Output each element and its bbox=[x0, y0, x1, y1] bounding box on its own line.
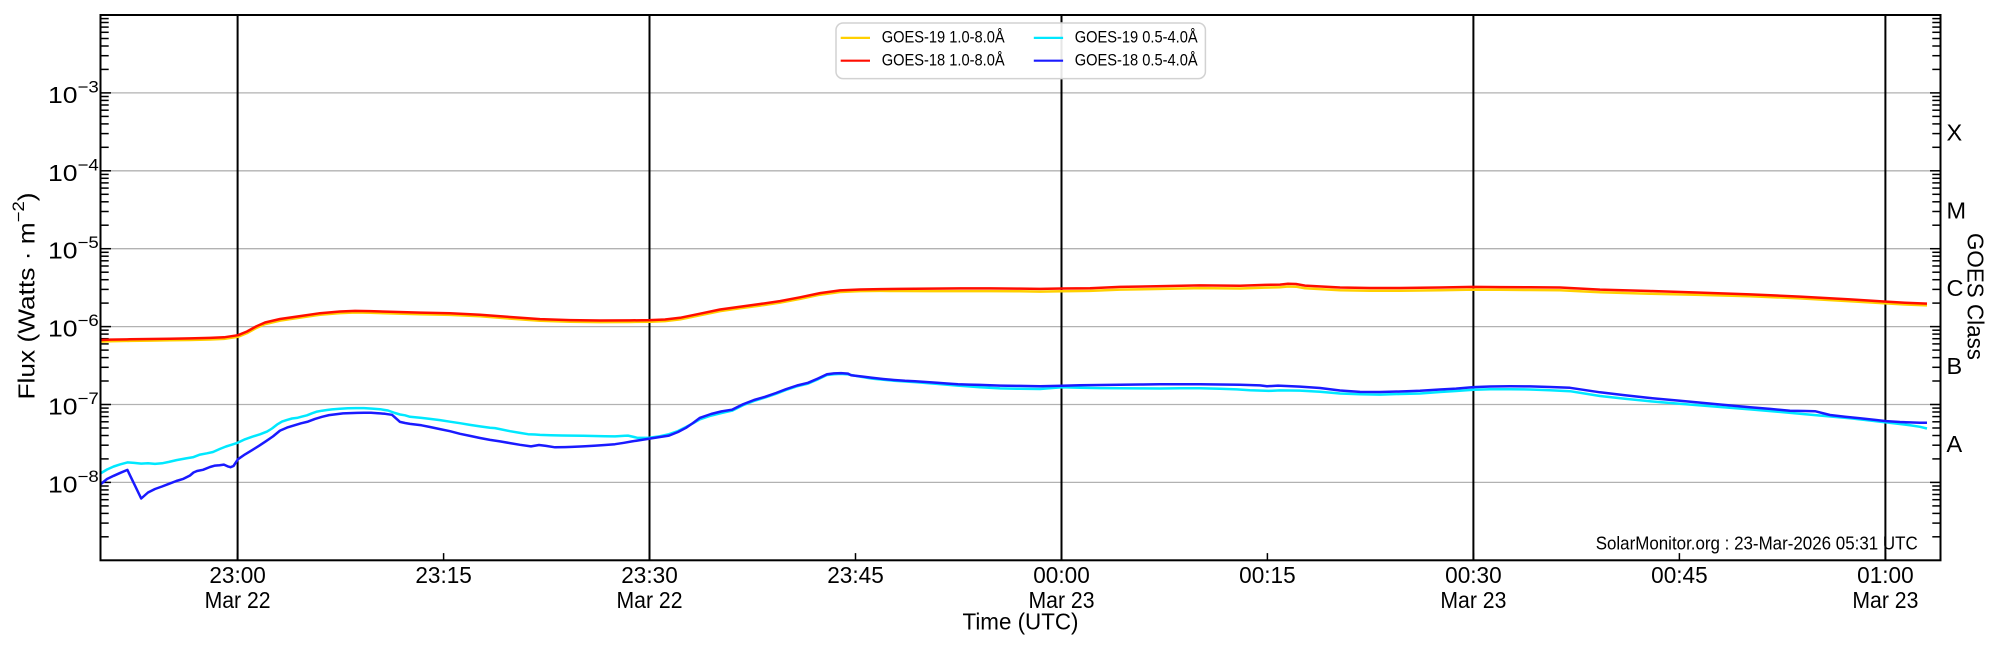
svg-text:Mar 23: Mar 23 bbox=[1852, 587, 1918, 613]
svg-text:A: A bbox=[1947, 431, 1963, 457]
svg-text:GOES-19 1.0-8.0Å: GOES-19 1.0-8.0Å bbox=[882, 28, 1005, 47]
svg-text:X: X bbox=[1947, 119, 1963, 145]
svg-text:23:30: 23:30 bbox=[621, 562, 678, 588]
svg-text:C: C bbox=[1947, 275, 1964, 301]
svg-text:00:45: 00:45 bbox=[1651, 562, 1708, 588]
svg-text:00:15: 00:15 bbox=[1239, 562, 1296, 588]
svg-text:10−6: 10 −6 bbox=[48, 312, 99, 342]
svg-text:Mar 22: Mar 22 bbox=[617, 587, 683, 613]
svg-text:00:30: 00:30 bbox=[1445, 562, 1502, 588]
svg-text:10−7: 10 −7 bbox=[48, 390, 99, 420]
svg-text:SolarMonitor.org : 23-Mar-2026: SolarMonitor.org : 23-Mar-2026 05:31 UTC bbox=[1596, 533, 1918, 554]
svg-text:Time (UTC): Time (UTC) bbox=[963, 609, 1079, 635]
svg-text:GOES Class: GOES Class bbox=[1963, 233, 1989, 360]
svg-text:01:00: 01:00 bbox=[1857, 562, 1914, 588]
svg-text:GOES-18 0.5-4.0Å: GOES-18 0.5-4.0Å bbox=[1075, 50, 1198, 69]
svg-text:GOES-18 1.0-8.0Å: GOES-18 1.0-8.0Å bbox=[882, 50, 1005, 69]
svg-text:Flux (Watts · m−2): Flux (Watts · m−2) bbox=[10, 192, 40, 399]
svg-text:Mar 23: Mar 23 bbox=[1440, 587, 1506, 613]
svg-text:00:00: 00:00 bbox=[1033, 562, 1090, 588]
svg-text:M: M bbox=[1947, 197, 1967, 223]
svg-text:10−3: 10 −3 bbox=[48, 78, 99, 108]
svg-text:10−8: 10 −8 bbox=[48, 468, 99, 498]
svg-text:GOES-19 0.5-4.0Å: GOES-19 0.5-4.0Å bbox=[1075, 28, 1198, 47]
svg-text:10−5: 10 −5 bbox=[48, 234, 99, 264]
svg-text:Mar 22: Mar 22 bbox=[205, 587, 271, 613]
svg-text:23:00: 23:00 bbox=[209, 562, 266, 588]
svg-text:B: B bbox=[1947, 353, 1963, 379]
svg-text:10−4: 10 −4 bbox=[48, 156, 99, 186]
svg-text:23:45: 23:45 bbox=[827, 562, 884, 588]
svg-text:23:15: 23:15 bbox=[415, 562, 472, 588]
svg-text:Mar 23: Mar 23 bbox=[1029, 587, 1095, 613]
